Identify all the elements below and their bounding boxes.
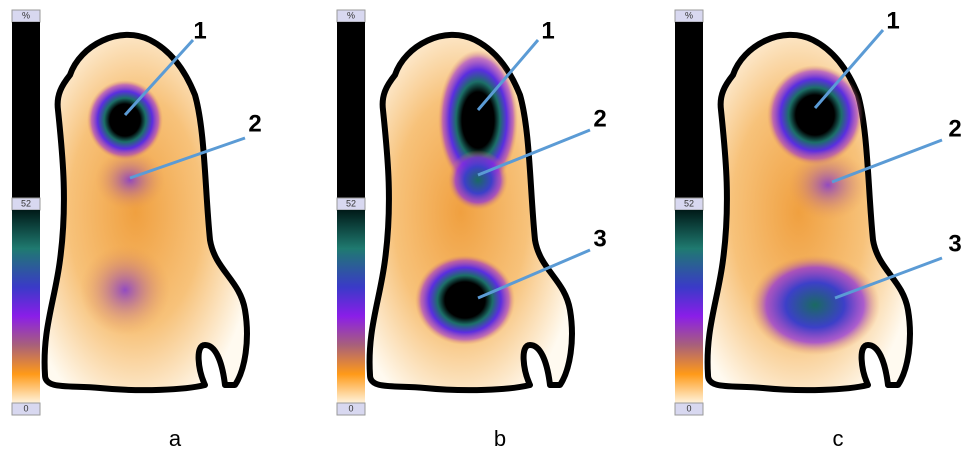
annotation-label: 2 (948, 115, 961, 142)
scale-gradient (675, 210, 703, 403)
annotation-label: 1 (193, 17, 206, 44)
hot-spot (87, 80, 163, 160)
annotation-line (831, 138, 943, 184)
annotation-line (476, 39, 540, 111)
hot-spot (767, 65, 863, 165)
scale-top-label: % (22, 10, 30, 20)
annotation-label: 1 (541, 17, 554, 44)
hot-spot (448, 150, 508, 210)
panel: % 52 0 1 2 3 c (674, 7, 962, 451)
hot-spot (788, 150, 868, 220)
annotation-line (123, 38, 195, 117)
scale-bottom-box (674, 402, 704, 416)
scale-black (675, 22, 703, 198)
annotation-label: 3 (593, 225, 606, 252)
panel: % 52 0 1 2 a (11, 9, 262, 451)
hot-spot (80, 245, 170, 335)
scale-mid-label: 52 (346, 198, 356, 208)
scale-bottom-label: 0 (686, 403, 691, 413)
hot-spot (95, 150, 165, 210)
scale-bottom-label: 0 (23, 403, 28, 413)
annotation-line (129, 136, 246, 180)
annotation-line (834, 256, 943, 300)
scale-black (12, 22, 40, 198)
scale-bottom-box (11, 402, 41, 416)
annotation-label: 3 (948, 230, 961, 257)
scale-gradient (12, 210, 40, 403)
panel-label: c (833, 426, 844, 451)
panel-label: b (494, 426, 506, 451)
annotation-label: 2 (593, 105, 606, 132)
scale-mid-label: 52 (684, 198, 694, 208)
annotation-line (477, 248, 591, 300)
panel: % 52 0 1 2 3 b (336, 9, 607, 451)
scale-top-label: % (347, 10, 355, 20)
annotation-label: 1 (886, 7, 899, 34)
scale-bottom-label: 0 (348, 403, 353, 413)
scale-top-label: % (685, 10, 693, 20)
scale-bottom-box (336, 402, 366, 416)
annotation-label: 2 (248, 110, 261, 137)
scale-mid-label: 52 (21, 198, 31, 208)
annotation-line (813, 29, 885, 109)
annotation-line (477, 128, 591, 177)
hot-spot (750, 255, 880, 355)
hot-spot (415, 255, 515, 345)
scale-gradient (337, 210, 365, 403)
panel-label: a (169, 426, 182, 451)
scale-black (337, 22, 365, 198)
